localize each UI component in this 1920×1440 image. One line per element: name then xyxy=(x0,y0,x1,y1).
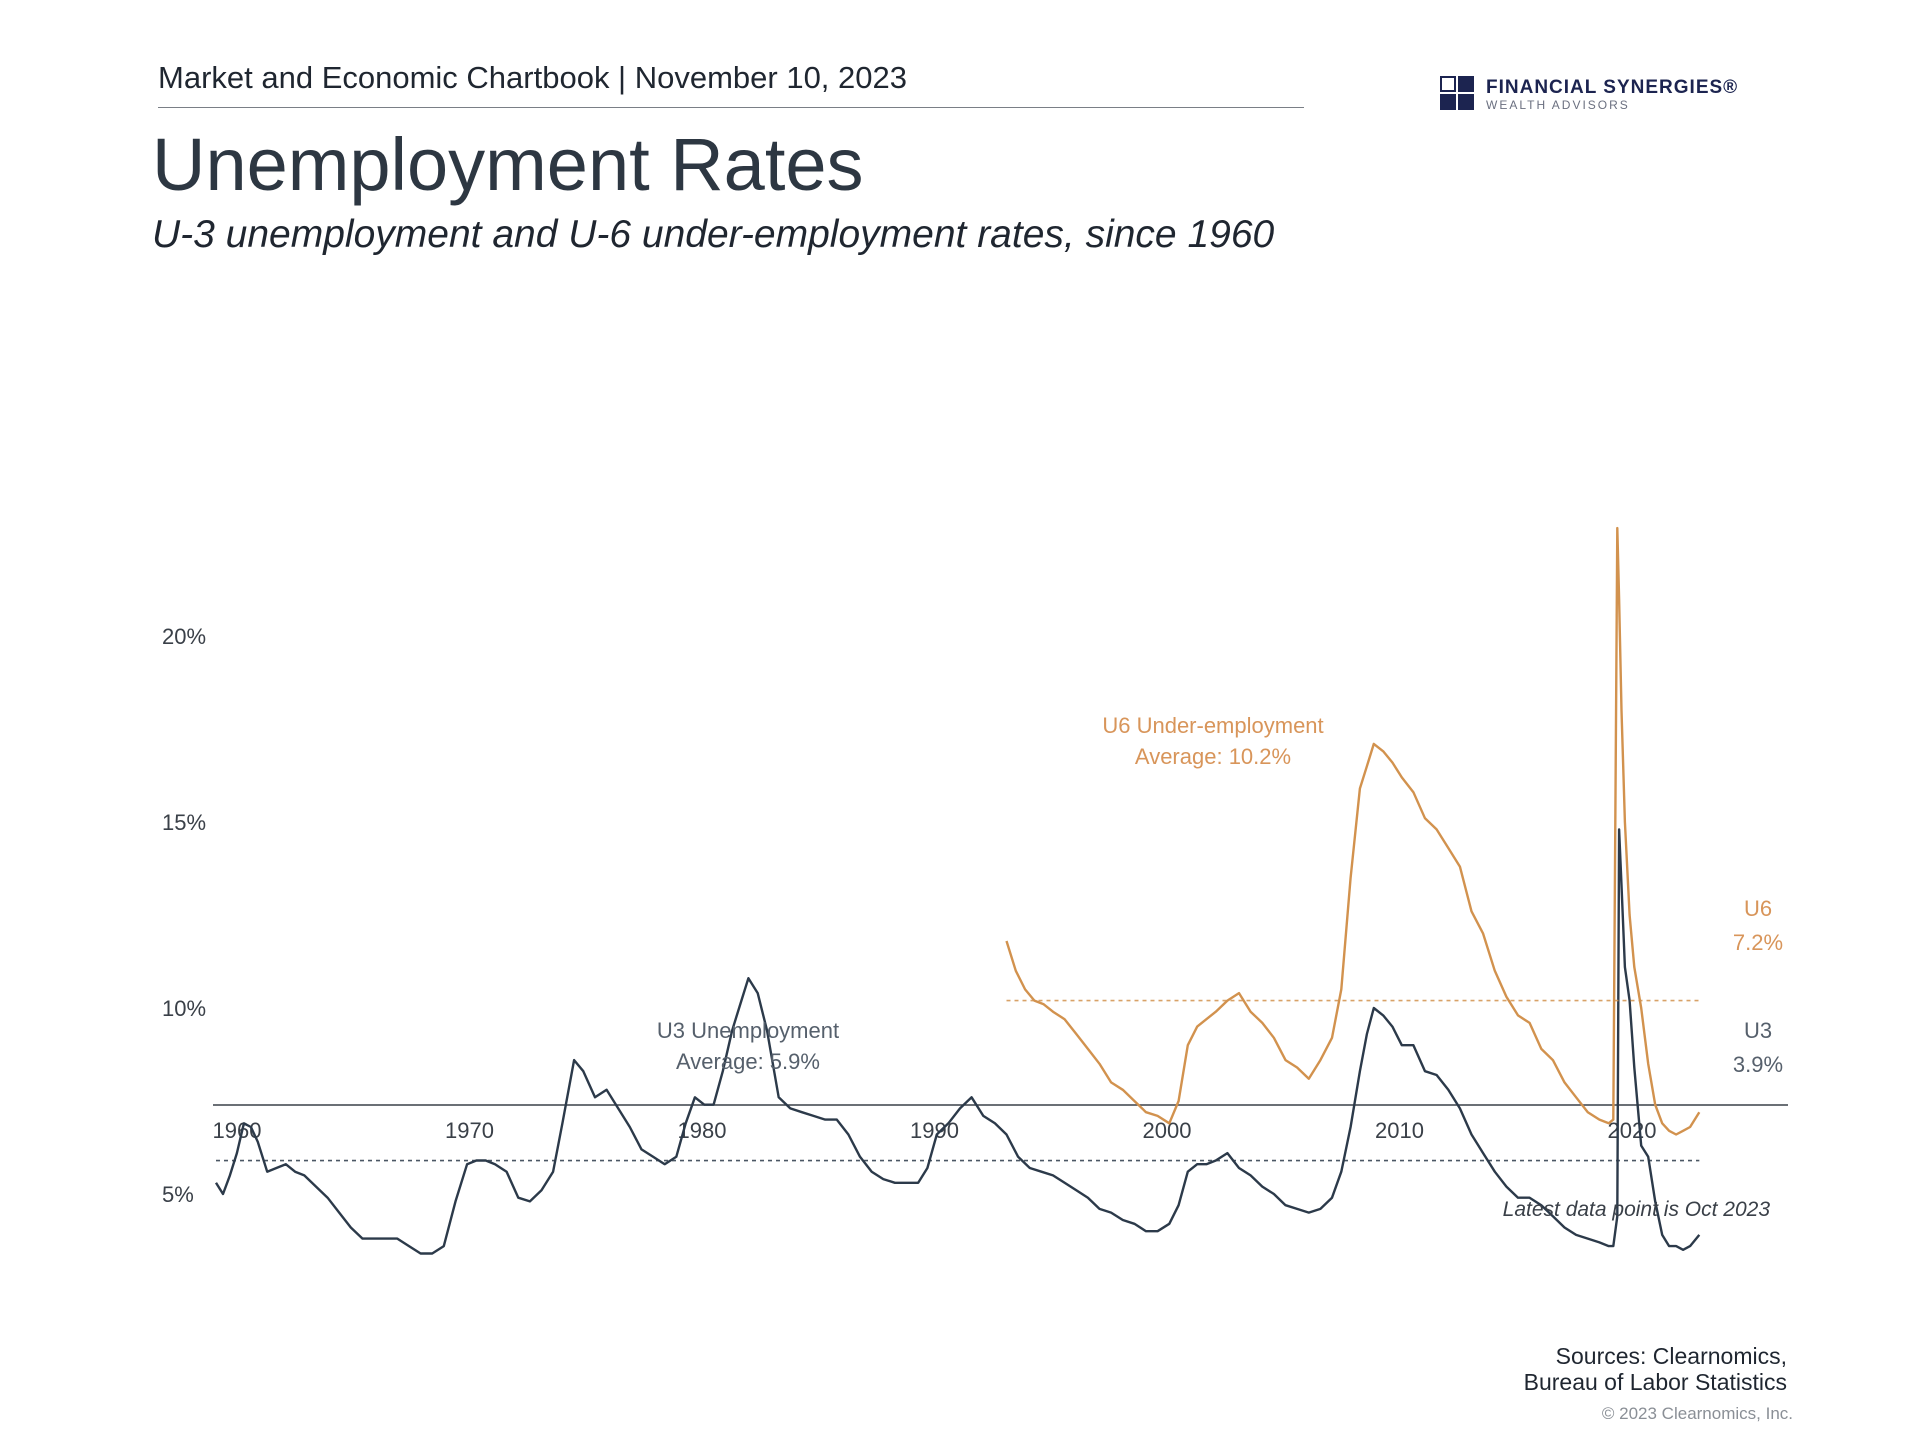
sources-text: Sources: Clearnomics, Bureau of Labor St… xyxy=(1524,1343,1787,1396)
u6-end-value: 7.2% xyxy=(1733,930,1783,955)
page-subtitle: U-3 unemployment and U-6 under-employmen… xyxy=(152,213,1275,256)
brand-subtitle: WEALTH ADVISORS xyxy=(1486,97,1630,112)
u3-end-label: U3 xyxy=(1744,1018,1772,1043)
brand-name: FINANCIAL SYNERGIES® xyxy=(1486,76,1739,98)
y-tick-label: 15% xyxy=(162,810,206,835)
u6-end-label: U6 xyxy=(1744,896,1772,921)
sources-line-2: Bureau of Labor Statistics xyxy=(1523,1369,1787,1396)
u3-annotation-title: U3 Unemployment xyxy=(657,1018,839,1043)
u6-series-line xyxy=(1005,526,1701,1136)
brand-logo: FINANCIAL SYNERGIES® WEALTH ADVISORS xyxy=(1440,74,1738,114)
x-tick-label: 1960 xyxy=(213,1118,262,1143)
u3-annotation-average: Average: 5.9% xyxy=(676,1049,820,1074)
header-rule xyxy=(158,107,1304,108)
u6-annotation-title: U6 Under-employment xyxy=(1102,713,1323,738)
chartbook-header: Market and Economic Chartbook | November… xyxy=(158,60,907,95)
x-tick-label: 2010 xyxy=(1375,1118,1424,1143)
y-tick-label: 10% xyxy=(162,996,206,1021)
logo-mark-icon xyxy=(1440,76,1476,112)
y-tick-label: 5% xyxy=(162,1182,194,1207)
page-title: Unemployment Rates xyxy=(152,123,864,206)
u3-series-line xyxy=(214,828,1701,1255)
sources-line-1: Sources: Clearnomics, xyxy=(1555,1343,1787,1369)
latest-data-note: Latest data point is Oct 2023 xyxy=(1502,1198,1770,1221)
x-tick-label: 2020 xyxy=(1608,1118,1657,1143)
x-tick-label: 1970 xyxy=(445,1118,494,1143)
y-tick-label: 20% xyxy=(162,624,206,649)
u3-end-value: 3.9% xyxy=(1733,1052,1783,1077)
u6-annotation-average: Average: 10.2% xyxy=(1135,744,1291,769)
copyright-text: © 2023 Clearnomics, Inc. xyxy=(1601,1404,1793,1423)
